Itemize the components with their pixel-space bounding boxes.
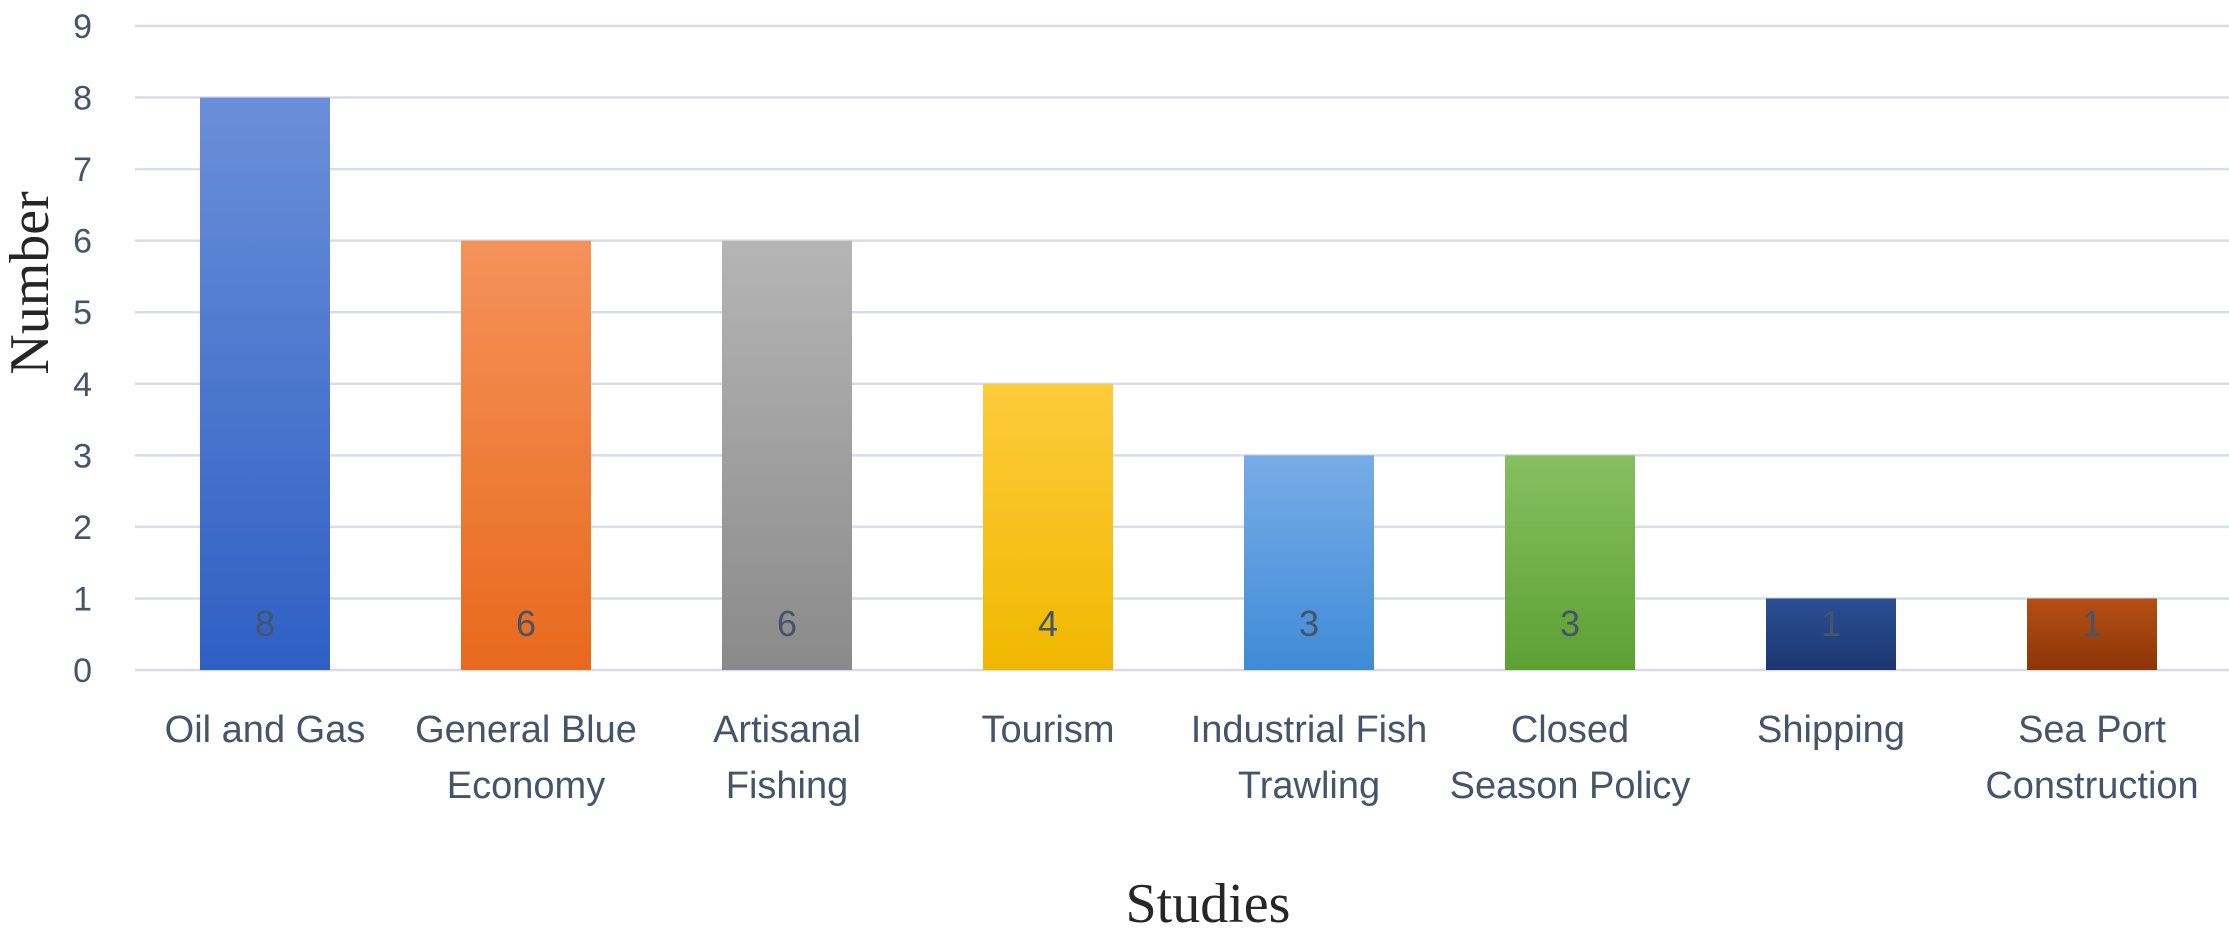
y-tick-label: 7 — [73, 151, 92, 189]
data-label: 1 — [1821, 603, 1841, 644]
data-label: 8 — [255, 603, 275, 644]
y-tick-label: 4 — [73, 366, 92, 404]
data-labels: 8 6 6 4 3 3 1 1 — [255, 603, 2102, 644]
bar — [1505, 455, 1635, 670]
bar — [983, 383, 1113, 670]
x-category-label: Oil and Gas — [165, 709, 366, 751]
y-tick-label: 2 — [73, 509, 92, 547]
data-label: 4 — [1038, 603, 1058, 644]
x-category-label: Closed Season Policy — [1450, 709, 1691, 807]
x-category-label: Tourism — [981, 709, 1114, 751]
y-tick-label: 5 — [73, 294, 92, 332]
y-axis-title: Number — [0, 191, 61, 375]
bar — [461, 240, 591, 670]
data-label: 1 — [2082, 603, 2102, 644]
data-label: 6 — [516, 603, 536, 644]
data-label: 6 — [777, 603, 797, 644]
data-label: 3 — [1560, 603, 1580, 644]
y-tick-label: 3 — [73, 437, 92, 475]
y-tick-label: 6 — [73, 223, 92, 261]
x-category-label: Artisanal Fishing — [713, 709, 861, 807]
x-category-label: Industrial Fish Trawling — [1191, 709, 1428, 807]
y-tick-label: 8 — [73, 80, 92, 118]
x-category-label: General Blue Economy — [415, 709, 637, 807]
bar — [200, 97, 330, 671]
bars — [200, 97, 2157, 671]
data-label: 3 — [1299, 603, 1319, 644]
y-axis-ticks: 0 1 2 3 4 5 6 7 8 9 — [73, 8, 92, 690]
bar — [722, 240, 852, 670]
bar — [2027, 598, 2157, 670]
x-axis-title: Studies — [1126, 873, 1291, 934]
x-category-label: Shipping — [1757, 709, 1905, 751]
x-axis-categories: Oil and Gas General Blue Economy Artisanal F… — [165, 709, 2199, 807]
bar — [1244, 455, 1374, 670]
gridlines — [135, 24, 2229, 672]
y-tick-label: 0 — [73, 652, 92, 690]
bar — [1766, 598, 1896, 670]
x-category-label: Sea Port Construction — [1985, 709, 2198, 807]
y-tick-label: 9 — [73, 8, 92, 46]
y-tick-label: 1 — [73, 580, 92, 618]
